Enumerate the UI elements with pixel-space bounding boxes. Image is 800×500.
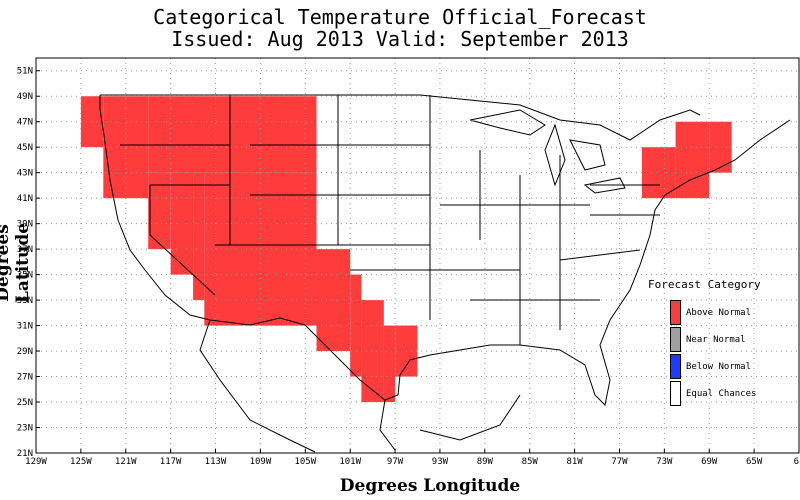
legend-swatch <box>670 327 681 352</box>
y-tick-label: 25N <box>17 398 33 408</box>
x-tick-label: 93W <box>432 457 449 467</box>
legend-swatch <box>670 300 681 325</box>
y-tick-label: 27N <box>17 373 33 383</box>
x-tick-label: 129W <box>25 457 47 467</box>
x-tick-label: 81W <box>566 457 583 467</box>
x-tick-label: 105W <box>294 457 316 467</box>
x-tick-label: 125W <box>70 457 92 467</box>
x-tick-label: 117W <box>160 457 182 467</box>
above-normal-cell <box>148 96 317 173</box>
above-normal-cell <box>709 121 732 173</box>
great-lakes <box>469 109 626 194</box>
mexico-outline <box>199 319 521 453</box>
x-tick-label: 97W <box>387 457 404 467</box>
y-tick-label: 31N <box>17 322 33 332</box>
plot-frame <box>35 57 800 454</box>
x-tick-label: 113W <box>205 457 227 467</box>
y-tick-label: 29N <box>17 347 33 357</box>
x-axis-ticks: 129W 125W 121W 117W 113W 109W 105W 101W 97W 93W 89… <box>25 449 800 467</box>
x-tick-label: 121W <box>115 457 137 467</box>
x-tick-label: 65W <box>746 457 763 467</box>
legend-swatch <box>670 381 681 406</box>
above-normal-cell <box>193 172 205 301</box>
legend-label: Below Normal <box>686 362 752 372</box>
x-axis-label: Degrees Longitude <box>339 476 521 496</box>
above-normal-cell <box>641 147 676 199</box>
legend-title: Forecast Category <box>648 278 761 291</box>
x-tick-label: 69W <box>701 457 718 467</box>
above-normal-cell <box>148 172 171 250</box>
above-normal-cell <box>361 300 384 403</box>
state-boundaries <box>99 94 791 453</box>
x-tick-label: 61 <box>794 457 800 467</box>
y-tick-label: 23N <box>17 424 33 434</box>
x-tick-label: 73W <box>656 457 673 467</box>
y-tick-label: 37N <box>17 245 33 255</box>
above-normal-cell <box>675 121 710 199</box>
map-title-line2: Issued: Aug 2013 Valid: September 2013 <box>171 27 629 51</box>
legend-label: Above Normal <box>686 308 752 318</box>
y-tick-label: 47N <box>17 118 33 128</box>
y-tick-label: 49N <box>17 92 33 102</box>
y-tick-label: 43N <box>17 169 33 179</box>
y-axis-ticks: 51N 49N 47N 45N 43N 41N 39N 37N 35N 33N 31N 29N 27N 2… <box>17 67 40 459</box>
legend-swatch <box>670 354 681 379</box>
above-normal-cell <box>383 325 396 403</box>
us-canada-border <box>100 94 701 141</box>
x-tick-label: 109W <box>250 457 272 467</box>
y-tick-label: 51N <box>17 67 33 77</box>
y-tick-label: 33N <box>17 296 33 306</box>
x-tick-label: 89W <box>477 457 494 467</box>
state-lines <box>120 95 660 345</box>
y-tick-label: 41N <box>17 194 33 204</box>
grid-lines <box>35 58 800 454</box>
y-tick-label: 21N <box>17 449 33 459</box>
x-tick-label: 77W <box>611 457 628 467</box>
y-tick-label: 45N <box>17 143 33 153</box>
map-title-line1: Categorical Temperature Official_Forecas… <box>153 5 647 29</box>
y-tick-label: 35N <box>17 271 33 281</box>
legend-label: Near Normal <box>686 335 746 345</box>
y-tick-label: 39N <box>17 220 33 230</box>
legend-label: Equal Chances <box>686 389 757 399</box>
above-normal-cell <box>350 274 362 377</box>
above-normal-cell <box>316 249 351 352</box>
above-normal-cell <box>80 96 104 148</box>
us-outline <box>99 95 791 407</box>
y-axis-label: Degrees Latitude <box>0 222 33 304</box>
x-tick-label: 101W <box>339 457 361 467</box>
x-tick-label: 85W <box>522 457 539 467</box>
